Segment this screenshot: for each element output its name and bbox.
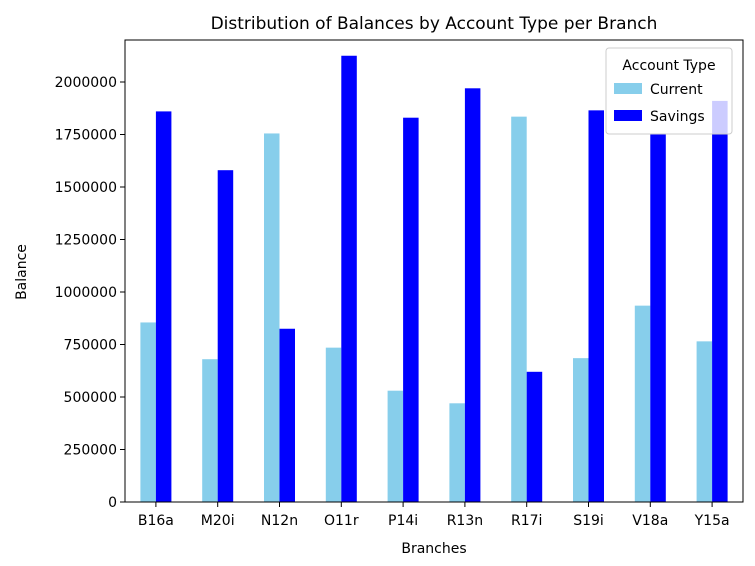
x-tick-label: B16a — [138, 513, 174, 529]
legend-title: Account Type — [622, 58, 715, 74]
x-tick-label: M20i — [201, 513, 235, 529]
y-tick-label: 500000 — [64, 390, 117, 406]
y-tick-label: 2000000 — [55, 75, 117, 91]
bar-current-y15a — [696, 341, 713, 502]
bar-current-v18a — [634, 305, 651, 502]
legend-swatch-savings — [614, 110, 642, 121]
legend-label-savings: Savings — [650, 109, 705, 125]
x-axis-label: Branches — [401, 541, 466, 557]
plot-frame — [124, 39, 744, 503]
y-tick-label: 1750000 — [55, 128, 117, 144]
chart-title: Distribution of Balances by Account Type… — [211, 14, 658, 34]
bar-current-o11r — [325, 347, 342, 502]
x-tick-label: P14i — [388, 513, 418, 529]
bar-current-p14i — [387, 390, 404, 502]
x-tick-label: Y15a — [694, 513, 730, 529]
bar-savings-v18a — [650, 133, 666, 502]
y-tick-label: 250000 — [64, 443, 117, 459]
x-tick-label: S19i — [573, 513, 604, 529]
bar-current-s19i — [573, 358, 589, 502]
y-tick-label: 0 — [108, 495, 117, 511]
y-tick-label: 1250000 — [55, 233, 117, 249]
plot-area: 0 250000 500000 750000 1000000 1250000 1500000… — [55, 55, 730, 529]
x-tick-label: N12n — [261, 513, 298, 529]
bar-current-n12n — [264, 133, 280, 502]
y-tick-label: 750000 — [64, 338, 117, 354]
bar-savings-n12n — [279, 328, 295, 502]
x-tick-label: V18a — [632, 513, 668, 529]
bar-current-r17i — [511, 116, 527, 503]
y-tick-label: 1000000 — [55, 285, 117, 301]
bar-savings-r17i — [526, 371, 543, 502]
bar-savings-s19i — [588, 110, 604, 502]
bar-savings-r13n — [464, 88, 481, 503]
bar-savings-y15a — [712, 100, 728, 503]
bar-current-m20i — [202, 359, 218, 502]
legend-label-current: Current — [650, 82, 703, 98]
bar-savings-b16a — [155, 111, 172, 503]
y-tick-label: 1500000 — [55, 180, 117, 196]
legend-swatch-current — [614, 83, 642, 94]
x-tick-label: R17i — [511, 513, 542, 529]
x-tick-label: R13n — [447, 513, 483, 529]
bar-savings-o11r — [341, 55, 357, 502]
x-tick-label: O11r — [324, 513, 359, 529]
bar-current-b16a — [140, 322, 156, 502]
bar-savings-m20i — [217, 170, 234, 502]
legend: Account Type Current Savings — [605, 47, 733, 135]
bar-savings-p14i — [403, 117, 419, 502]
y-axis-label: Balance — [14, 244, 30, 300]
bar-current-r13n — [449, 403, 465, 502]
